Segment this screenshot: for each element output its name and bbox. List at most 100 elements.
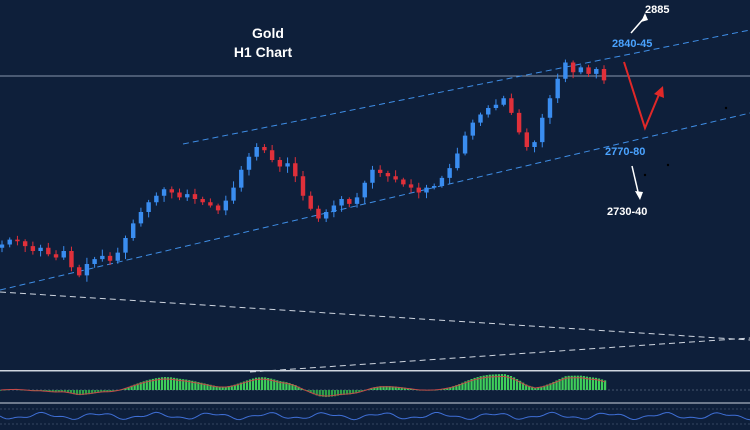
histogram-bar bbox=[567, 375, 570, 390]
histogram-bar bbox=[270, 378, 273, 390]
candle-body bbox=[347, 199, 352, 204]
histogram-bar bbox=[200, 382, 203, 390]
descending-trendline bbox=[0, 291, 750, 341]
histogram-bar bbox=[385, 386, 388, 390]
histogram-bar bbox=[230, 385, 233, 390]
histogram-bar bbox=[227, 385, 230, 390]
histogram-bar bbox=[318, 390, 321, 397]
histogram-bar bbox=[242, 381, 246, 390]
histogram-bar bbox=[312, 390, 315, 395]
label-lower-target: 2730-40 bbox=[607, 206, 647, 218]
white-down-arrow-icon bbox=[631, 165, 643, 200]
histogram-bar bbox=[72, 390, 76, 395]
histogram-bar bbox=[279, 381, 282, 390]
histogram-bar bbox=[142, 381, 145, 390]
histogram-bar bbox=[276, 380, 279, 390]
candle-body bbox=[169, 189, 174, 193]
histogram-bar bbox=[585, 376, 588, 390]
histogram-bar bbox=[604, 380, 607, 390]
label-support: 2770-80 bbox=[605, 146, 645, 158]
histogram-bar bbox=[48, 390, 51, 392]
ascending-trendline bbox=[249, 337, 750, 373]
histogram-bar bbox=[382, 386, 385, 390]
candle-body bbox=[277, 160, 283, 167]
histogram-bar bbox=[78, 390, 82, 396]
channel-upper-line bbox=[182, 29, 750, 145]
histogram-bar bbox=[94, 390, 97, 394]
candle-body bbox=[7, 239, 12, 245]
histogram-bar bbox=[179, 378, 182, 390]
histogram-bar bbox=[100, 390, 103, 393]
indicator-separator bbox=[0, 370, 750, 372]
histogram-bar bbox=[106, 390, 109, 393]
histogram-bar bbox=[267, 377, 270, 390]
histogram-bar bbox=[400, 387, 403, 390]
histogram-bar bbox=[509, 375, 513, 390]
histogram-bar bbox=[564, 376, 567, 390]
candle-body bbox=[84, 264, 90, 276]
histogram-bar bbox=[579, 375, 582, 390]
histogram-bar bbox=[391, 386, 394, 390]
marker-dot bbox=[666, 163, 670, 167]
histogram-bar bbox=[346, 390, 349, 395]
candle-body bbox=[501, 98, 506, 105]
histogram-bar bbox=[570, 375, 573, 390]
marker-dot bbox=[724, 106, 728, 110]
histogram-bar bbox=[519, 380, 522, 390]
label-resistance: 2840-45 bbox=[612, 38, 652, 50]
candle-body bbox=[123, 238, 128, 253]
histogram-bar bbox=[470, 378, 473, 390]
histogram-bar bbox=[582, 376, 585, 390]
candle-body bbox=[177, 192, 182, 198]
candle-body bbox=[293, 163, 298, 177]
candle-body bbox=[509, 98, 514, 113]
candle-body bbox=[223, 200, 229, 211]
histogram-bar bbox=[528, 385, 531, 390]
candle-body bbox=[570, 62, 576, 73]
histogram-bar bbox=[515, 379, 519, 390]
histogram-bar bbox=[537, 387, 540, 390]
histogram-bar bbox=[358, 390, 361, 393]
histogram-bar bbox=[600, 379, 604, 390]
histogram-bar bbox=[525, 384, 528, 390]
histogram-bar bbox=[379, 386, 382, 390]
candle-body bbox=[354, 197, 360, 204]
candle-body bbox=[146, 202, 151, 212]
histogram-bar bbox=[373, 387, 376, 390]
histogram-bar bbox=[145, 380, 148, 390]
histogram-bar bbox=[191, 380, 194, 390]
histogram-bar bbox=[54, 390, 57, 393]
candle-body bbox=[208, 202, 213, 206]
histogram-bar bbox=[254, 377, 258, 390]
candle-body bbox=[239, 169, 244, 188]
histogram-bar bbox=[597, 378, 601, 390]
histogram-bar bbox=[452, 386, 455, 390]
histogram-bar bbox=[531, 386, 534, 390]
histogram-bar bbox=[506, 375, 510, 390]
histogram-bar bbox=[355, 390, 358, 394]
histogram-bar bbox=[467, 380, 470, 390]
histogram-bar bbox=[558, 379, 561, 390]
histogram-bar bbox=[63, 390, 66, 393]
histogram-bar bbox=[333, 390, 337, 397]
histogram-bar bbox=[136, 383, 139, 390]
histogram-bar bbox=[476, 377, 479, 390]
candle-body bbox=[107, 255, 113, 261]
histogram-bar bbox=[188, 380, 191, 390]
candle-body bbox=[547, 98, 553, 118]
histogram-bar bbox=[555, 380, 558, 390]
candle-body bbox=[76, 267, 82, 276]
candle-body bbox=[69, 251, 74, 268]
histogram-bar bbox=[342, 390, 346, 395]
histogram-bar bbox=[497, 374, 500, 390]
histogram-bar bbox=[57, 390, 60, 393]
candle-body bbox=[540, 117, 545, 143]
histogram-bar bbox=[69, 390, 73, 394]
candle-body bbox=[339, 199, 344, 206]
histogram-bar bbox=[212, 385, 215, 390]
histogram-bar bbox=[130, 385, 133, 390]
histogram-bar bbox=[45, 390, 48, 392]
candle-body bbox=[246, 156, 252, 170]
histogram-bar bbox=[257, 377, 261, 390]
